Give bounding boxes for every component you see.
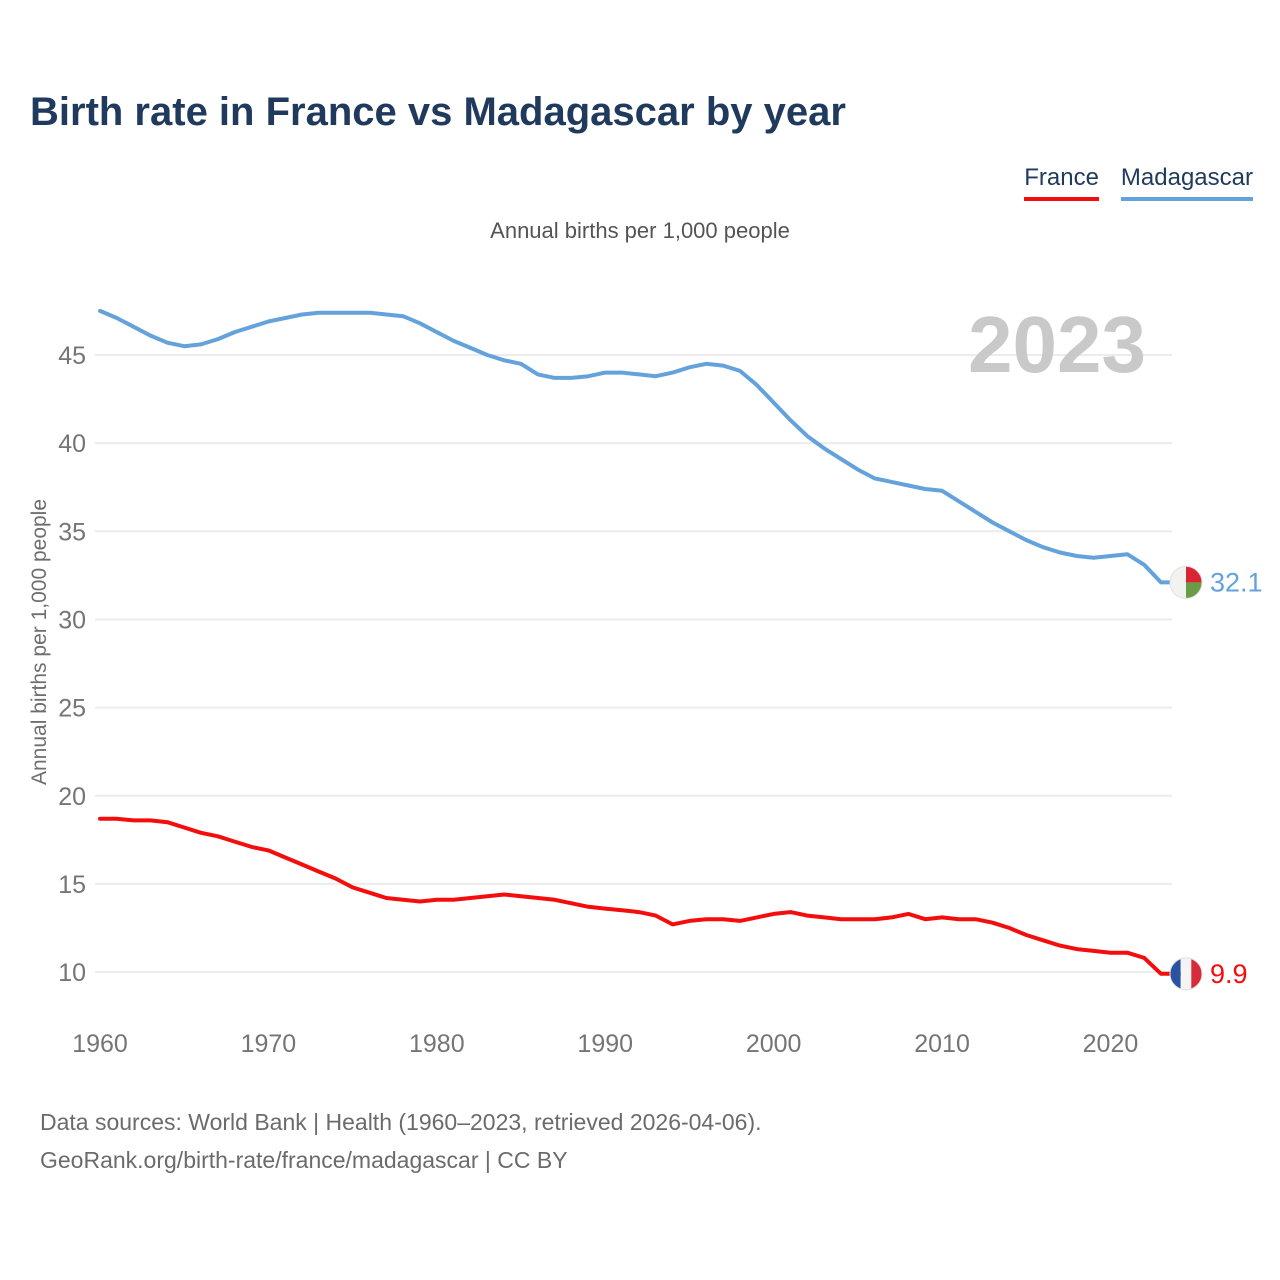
y-tick-label: 20 bbox=[58, 783, 86, 811]
chart-footer: Data sources: World Bank | Health (1960–… bbox=[40, 1103, 762, 1179]
madagascar-end-value: 32.1 bbox=[1210, 567, 1263, 597]
france-end-value: 9.9 bbox=[1210, 959, 1248, 989]
watermark-year: 2023 bbox=[968, 300, 1146, 389]
x-tick-label: 2000 bbox=[746, 1030, 802, 1058]
y-tick-label: 10 bbox=[58, 959, 86, 987]
y-tick-label: 45 bbox=[58, 342, 86, 370]
x-tick-label: 2010 bbox=[914, 1030, 970, 1058]
x-tick-label: 1960 bbox=[72, 1030, 128, 1058]
madagascar-flag-ring bbox=[1169, 565, 1203, 599]
chart-title: Birth rate in France vs Madagascar by ye… bbox=[30, 90, 846, 134]
y-tick-label: 30 bbox=[58, 606, 86, 634]
attribution-line: GeoRank.org/birth-rate/france/madagascar… bbox=[40, 1147, 568, 1173]
y-tick-label: 15 bbox=[58, 871, 86, 899]
chart-subtitle: Annual births per 1,000 people bbox=[490, 218, 790, 243]
y-axis-title: Annual births per 1,000 people bbox=[28, 499, 51, 785]
france-flag-ring bbox=[1169, 957, 1203, 991]
x-tick-label: 1990 bbox=[577, 1030, 633, 1058]
legend: France Madagascar bbox=[1024, 164, 1253, 201]
y-tick-label: 25 bbox=[58, 695, 86, 723]
data-sources-line: Data sources: World Bank | Health (1960–… bbox=[40, 1109, 762, 1135]
y-tick-label: 35 bbox=[58, 518, 86, 546]
legend-item-madagascar[interactable]: Madagascar bbox=[1120, 164, 1253, 201]
x-tick-label: 1980 bbox=[409, 1030, 465, 1058]
x-tick-label: 1970 bbox=[241, 1030, 297, 1058]
france-flag-icon bbox=[1170, 957, 1202, 990]
france-line[interactable] bbox=[98, 816, 1188, 976]
y-tick-label: 40 bbox=[58, 430, 86, 458]
madagascar-line[interactable] bbox=[98, 308, 1188, 585]
x-tick-label: 2020 bbox=[1083, 1030, 1139, 1058]
legend-item-france[interactable]: France bbox=[1024, 164, 1099, 201]
